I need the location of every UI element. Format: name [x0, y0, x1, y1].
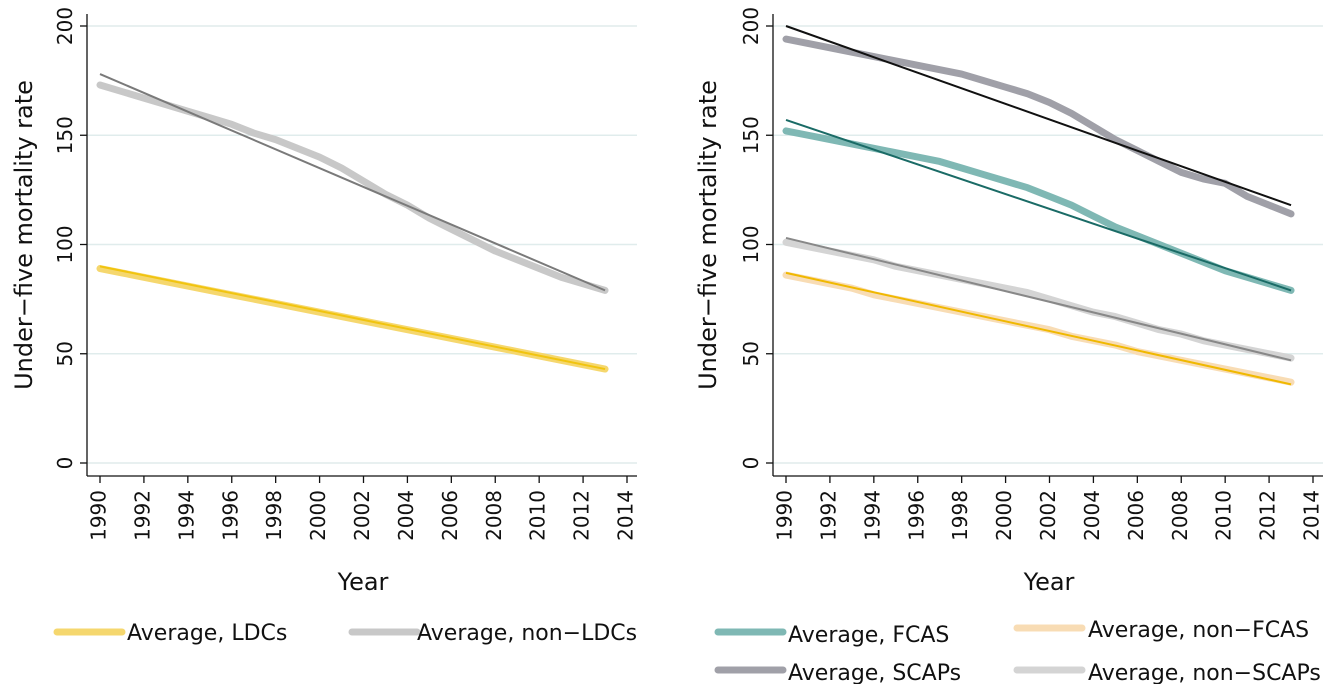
x-tick-label: 1990 — [773, 490, 797, 541]
x-tick-label: 2014 — [1300, 490, 1324, 541]
x-tick-label: 2006 — [1124, 490, 1148, 541]
y-tick-label: 0 — [53, 457, 77, 470]
trend-line — [99, 265, 606, 371]
x-tick-label: 2010 — [1212, 490, 1236, 541]
x-tick-label: 2002 — [1036, 490, 1060, 541]
x-tick-label: 2012 — [570, 490, 594, 541]
series-line — [782, 238, 1295, 362]
y-axis-title: Under−five mortality rate — [694, 80, 722, 390]
x-tick-label: 2004 — [1080, 490, 1104, 541]
y-tick-label: 50 — [53, 341, 77, 366]
y-tick-label: 100 — [53, 225, 77, 263]
x-tick-label: 2000 — [992, 490, 1016, 541]
y-tick-label: 200 — [739, 7, 763, 45]
x-tick-label: 1994 — [174, 490, 198, 541]
legend-label: Average, FCAS — [788, 623, 949, 648]
trend-line — [785, 236, 1292, 362]
x-tick-label: 2000 — [306, 490, 330, 541]
chart-panel-2: 0 50 100 150 200 1990 1992 1994 1996 1998 2000 2002… — [694, 7, 1324, 684]
y-tick-label: 150 — [739, 116, 763, 154]
x-tick-label: 2012 — [1256, 490, 1280, 541]
legend-label: Average, non−FCAS — [1088, 618, 1309, 643]
x-tick-label: 1992 — [816, 490, 840, 541]
x-tick-label: 1998 — [262, 490, 286, 541]
y-tick-label: 0 — [739, 457, 763, 470]
x-tick-label: 2010 — [526, 490, 550, 541]
x-tick-label: 2014 — [614, 490, 638, 541]
x-tick-label: 2006 — [438, 490, 462, 541]
y-tick-label: 50 — [739, 341, 763, 366]
y-tick-label: 100 — [739, 225, 763, 263]
chart-panel-1: 0 50 100 150 200 1990 1992 1994 1996 1998 2000 2002… — [10, 7, 638, 646]
trend-line — [785, 271, 1292, 386]
x-tick-label: 1996 — [218, 490, 242, 541]
x-tick-label: 1994 — [860, 490, 884, 541]
x-axis-title: Year — [1023, 568, 1075, 596]
series-line — [782, 127, 1295, 294]
legend-label: Average, SCAPs — [788, 661, 961, 684]
x-tick-label: 1998 — [948, 490, 972, 541]
x-tick-label: 1990 — [87, 490, 111, 541]
trend-line — [785, 25, 1292, 207]
series-line — [782, 35, 1295, 218]
legend-label: Average, non−SCAPs — [1088, 661, 1321, 684]
x-tick-label: 2008 — [1168, 490, 1192, 541]
x-tick-label: 1996 — [904, 490, 928, 541]
y-tick-label: 150 — [53, 116, 77, 154]
series-line — [96, 81, 609, 294]
x-tick-label: 2002 — [350, 490, 374, 541]
trend-line — [99, 73, 606, 292]
x-tick-label: 2004 — [394, 490, 418, 541]
x-tick-label: 2008 — [482, 490, 506, 541]
x-tick-label: 1992 — [130, 490, 154, 541]
y-tick-label: 200 — [53, 7, 77, 45]
legend-label: Average, non−LDCs — [417, 621, 637, 646]
legend-label: Average, LDCs — [127, 621, 287, 646]
trend-line — [785, 119, 1292, 292]
y-axis-title: Under−five mortality rate — [10, 80, 38, 390]
x-axis-title: Year — [337, 568, 389, 596]
